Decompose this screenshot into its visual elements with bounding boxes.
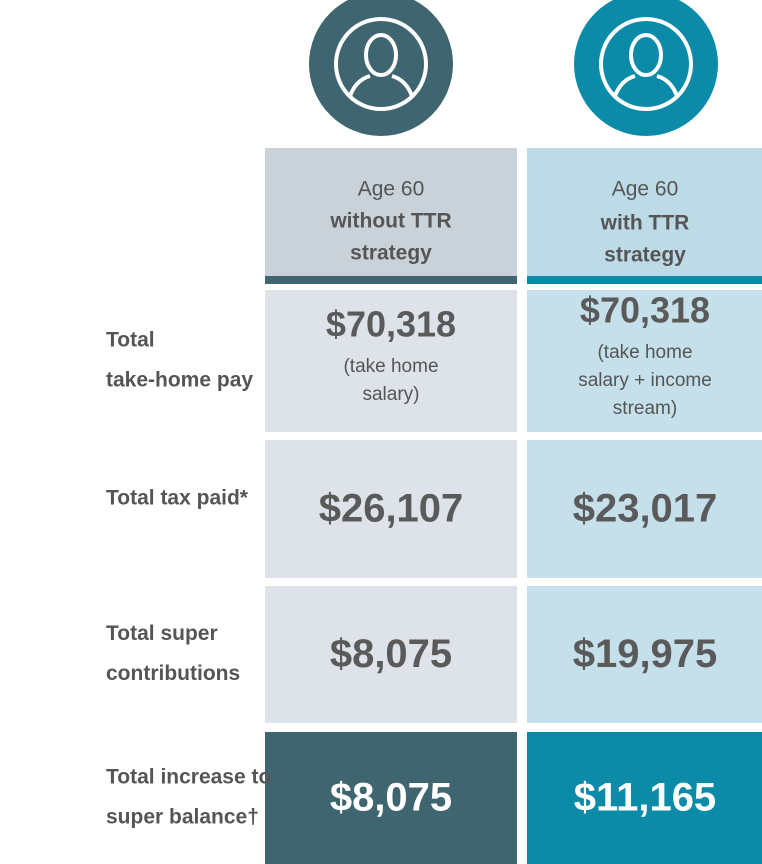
cell-bg-dark <box>527 732 762 864</box>
column-header: strategy <box>350 242 432 265</box>
cell-bg <box>265 440 517 578</box>
row-label: Total tax paid* <box>106 487 249 510</box>
cell-value: $19,975 <box>573 632 718 676</box>
row-label: Total super <box>106 622 218 645</box>
cell-value: $70,318 <box>580 290 710 331</box>
row-label: Total <box>106 329 155 352</box>
cell-bg <box>265 586 517 723</box>
cell-bg <box>527 290 762 432</box>
cell-bg <box>527 440 762 578</box>
row-label: super balance† <box>106 806 259 829</box>
cell-bg-dark <box>265 732 517 864</box>
cell-bg <box>265 290 517 432</box>
cell-value: $8,075 <box>330 776 452 820</box>
cell-note: salary) <box>362 384 419 405</box>
person-icon-right <box>574 0 718 136</box>
header-strip-left <box>265 276 517 284</box>
header-strip-right <box>527 276 762 284</box>
row-label: take-home pay <box>106 369 253 392</box>
column-header: strategy <box>604 244 686 267</box>
header-right <box>527 148 762 276</box>
column-header: without TTR <box>329 210 451 233</box>
row-label: Total increase to <box>106 766 271 789</box>
cell-value: $11,165 <box>574 776 716 820</box>
column-header: Age 60 <box>612 178 679 201</box>
cell-value: $23,017 <box>573 487 718 531</box>
cell-bg <box>527 586 762 723</box>
column-header: with TTR <box>600 212 690 235</box>
person-icon-left <box>309 0 453 136</box>
cell-value: $26,107 <box>319 487 464 531</box>
cell-note: (take home <box>343 356 438 377</box>
cell-note: stream) <box>613 398 677 419</box>
column-header: Age 60 <box>358 178 425 201</box>
cell-note: salary + income <box>578 370 712 391</box>
cell-value: $8,075 <box>330 632 452 676</box>
cell-value: $70,318 <box>326 304 456 345</box>
header-left <box>265 148 517 276</box>
row-label: contributions <box>106 662 240 685</box>
cell-note: (take home <box>597 342 692 363</box>
